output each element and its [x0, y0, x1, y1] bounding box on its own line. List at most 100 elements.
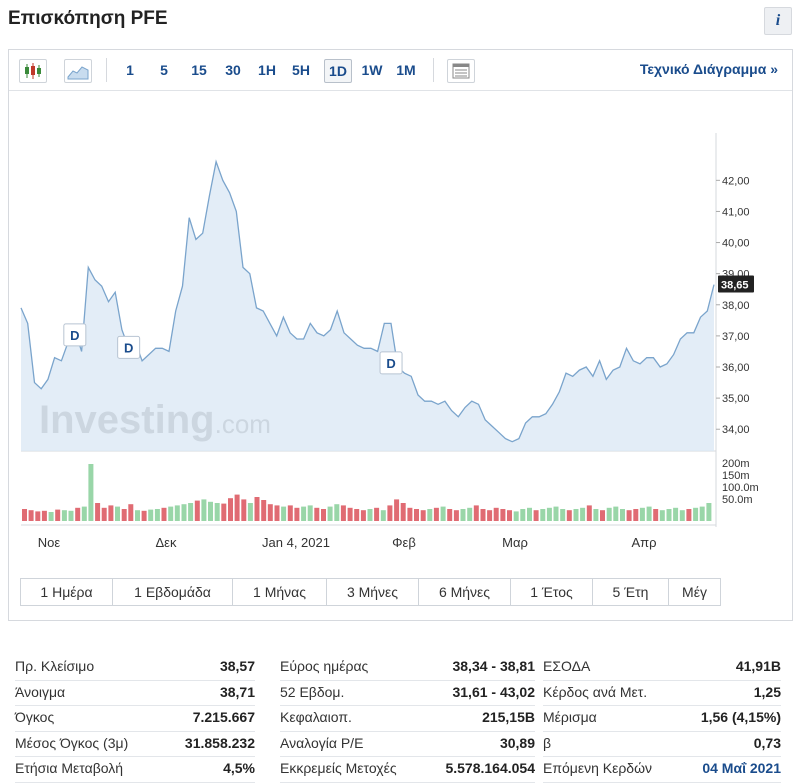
volume-bar	[307, 505, 313, 521]
volume-bar	[380, 510, 386, 521]
stat-value: 5.578.164.054	[445, 760, 535, 776]
range-max[interactable]: Μέγ	[682, 584, 707, 600]
volume-bar	[493, 507, 499, 521]
volume-bar	[513, 511, 519, 521]
volume-bar	[161, 507, 167, 521]
toolbar-separator	[106, 58, 107, 82]
volume-bar	[108, 505, 114, 521]
stats-column-1: Πρ. Κλείσιμο 38,57 Άνοιγμα 38,71 Όγκος 7.21…	[15, 655, 255, 783]
volume-bar	[480, 509, 486, 521]
range-1-week[interactable]: 1 Εβδομάδα	[113, 579, 233, 605]
volume-bar	[61, 510, 67, 521]
volume-bar	[394, 499, 400, 521]
volume-bar	[68, 510, 74, 521]
volume-bar	[22, 509, 27, 521]
stat-row: Κέρδος ανά Μετ. 1,25	[543, 681, 781, 706]
stat-row: 52 Εβδομ. 31,61 - 43,02	[280, 681, 535, 706]
volume-bar	[88, 464, 94, 521]
next-earnings-link[interactable]: 04 Μαΐ 2021	[702, 760, 781, 776]
stat-row: Εκκρεμείς Μετοχές 5.578.164.054	[280, 757, 535, 783]
volume-bar	[48, 512, 54, 521]
range-5-years[interactable]: 5 Έτη	[593, 579, 669, 605]
interval-1w[interactable]: 1W	[361, 62, 383, 78]
volume-bar	[573, 509, 579, 521]
volume-bar	[586, 505, 592, 521]
volume-bar	[473, 505, 479, 521]
stat-label: β	[543, 734, 552, 751]
volume-bar	[221, 503, 227, 521]
volume-bar	[659, 510, 665, 521]
interval-5[interactable]: 5	[160, 62, 168, 78]
volume-bar	[460, 509, 466, 521]
range-1-year[interactable]: 1 Έτος	[511, 579, 593, 605]
interval-1h[interactable]: 1H	[258, 62, 276, 78]
volume-bar	[427, 509, 433, 521]
volume-bar	[593, 509, 599, 521]
interval-15[interactable]: 15	[191, 62, 207, 78]
volume-bar	[566, 510, 572, 521]
volume-bar	[154, 509, 160, 521]
price-chart[interactable]: Investing.com42,0041,0040,0039,0038,0037…	[9, 91, 792, 591]
stat-row: Όγκος 7.215.667	[15, 706, 255, 732]
volume-bar	[447, 509, 453, 521]
stat-value: 38,71	[219, 683, 255, 700]
header: Επισκόπηση PFE i	[0, 0, 800, 40]
volume-bar	[121, 509, 127, 521]
volume-bar	[679, 510, 685, 521]
volume-bar	[75, 507, 81, 521]
stat-row: Κεφαλαιοπ. 215,15B	[280, 706, 535, 732]
volume-bar	[626, 510, 632, 521]
dividend-marker: D	[117, 335, 141, 359]
volume-bar	[560, 509, 566, 521]
stat-row: ΕΣΟΔΑ 41,91B	[543, 655, 781, 681]
volume-bar	[706, 503, 712, 521]
interval-1[interactable]: 1	[126, 62, 134, 78]
range-1-month[interactable]: 1 Μήνας	[233, 579, 327, 605]
stat-label: Επόμενη Κερδών	[543, 760, 653, 776]
info-button[interactable]: i	[764, 7, 792, 35]
volume-bar	[620, 509, 625, 521]
price-tick-label: 34,00	[722, 424, 750, 436]
technical-chart-link[interactable]: Τεχνικό Διάγραμμα »	[639, 61, 778, 77]
last-price-tag	[718, 275, 754, 293]
volume-bar	[360, 510, 366, 521]
stat-label: Όγκος	[15, 709, 55, 725]
x-axis-label: Φεβ	[392, 535, 416, 550]
volume-bar	[148, 509, 154, 521]
interval-1d[interactable]: 1D	[324, 59, 352, 83]
interval-1m[interactable]: 1M	[396, 62, 416, 78]
volume-bar	[580, 507, 586, 521]
area-chart-icon[interactable]	[64, 59, 92, 83]
range-1-day[interactable]: 1 Ημέρα	[21, 579, 113, 605]
volume-bar	[314, 507, 320, 521]
range-6-months[interactable]: 6 Μήνες	[419, 579, 511, 605]
volume-bar	[420, 510, 426, 521]
volume-bar	[267, 504, 273, 521]
interval-5h[interactable]: 5H	[292, 62, 310, 78]
volume-bar	[41, 510, 47, 521]
volume-bar	[35, 511, 41, 521]
volume-bar	[327, 506, 333, 521]
candlestick-chart-icon[interactable]	[19, 59, 47, 83]
dividend-marker-box	[63, 323, 87, 347]
volume-bar	[254, 497, 260, 521]
volume-tick-label: 50.0m	[722, 494, 753, 506]
volume-bar	[287, 505, 293, 521]
volume-bar	[115, 506, 120, 521]
volume-bar	[340, 505, 346, 521]
dividend-marker-label: D	[124, 340, 133, 355]
dividend-marker: D	[63, 323, 87, 347]
range-3-months[interactable]: 3 Μήνες	[327, 579, 419, 605]
volume-tick-label: 200m	[722, 458, 750, 470]
volume-bar	[201, 499, 207, 521]
stat-value: 1,56 (4,15%)	[700, 709, 781, 725]
volume-bar	[281, 506, 287, 521]
volume-bar	[234, 494, 240, 521]
price-chart-svg: Investing.com42,0041,0040,0039,0038,0037…	[20, 133, 759, 550]
table-icon[interactable]	[447, 59, 475, 83]
volume-bar	[540, 509, 546, 521]
volume-bar	[261, 500, 267, 521]
interval-30[interactable]: 30	[225, 62, 241, 78]
price-tick-label: 35,00	[722, 393, 750, 405]
last-price-label: 38,65	[721, 280, 749, 292]
